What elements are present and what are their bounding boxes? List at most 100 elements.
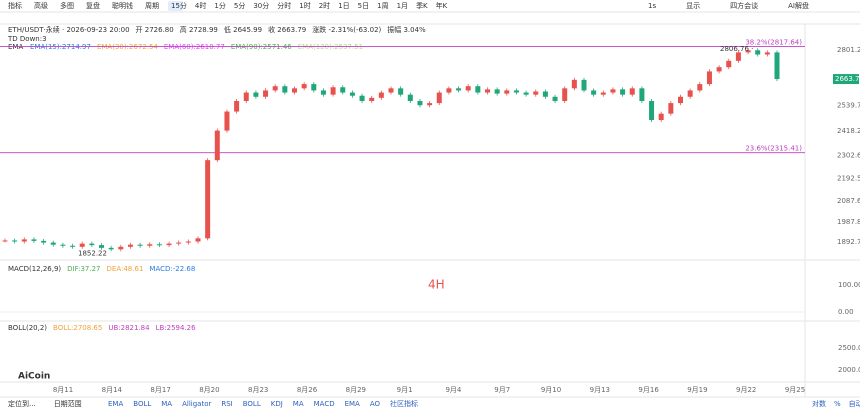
ema-value: EMA(90):2571.46 [231, 43, 292, 51]
macd-value: MACD:-22.68 [149, 265, 195, 273]
boll-value: BOLL:2708.65 [53, 324, 102, 332]
candle [378, 92, 384, 98]
candle [12, 240, 18, 242]
candle [137, 244, 143, 246]
period-button[interactable]: 1分 [214, 1, 225, 10]
candle [214, 130, 220, 161]
candle [523, 92, 529, 95]
candle [610, 89, 616, 93]
indicator-tab[interactable]: BOLL [243, 400, 261, 408]
period-button[interactable]: 15分 [171, 1, 187, 10]
y-tick-label: 1892.78 [837, 238, 860, 246]
indicator-tab[interactable]: KDJ [271, 400, 283, 408]
toolbar-button[interactable]: 多图 [60, 1, 74, 10]
fib-label: 23.6%(2315.41) [745, 145, 802, 153]
toolbar-button[interactable]: 指标 [8, 1, 22, 10]
candle [272, 86, 278, 91]
candle [764, 52, 770, 55]
period-button[interactable]: 30分 [253, 1, 269, 10]
toolbar-button[interactable]: 高级 [34, 1, 48, 10]
indicator-tab[interactable]: MACD [314, 400, 335, 408]
candle [195, 238, 201, 242]
x-tick-label: 9月19 [687, 386, 707, 394]
ema-value: EMA(60):2610.77 [164, 43, 225, 51]
candle [118, 246, 124, 250]
toolbar-button[interactable]: 周期 [145, 2, 159, 10]
candle [620, 89, 626, 95]
indicator-tab[interactable]: RSI [221, 400, 232, 408]
boll-value: LB:2594.26 [156, 324, 197, 332]
info-text: 开 2726.80 [136, 26, 174, 34]
candle [253, 92, 259, 97]
bottom-button[interactable]: 定位到... [8, 399, 36, 408]
x-tick-label: 9月25 [785, 386, 805, 394]
info-text: 收 2663.79 [268, 25, 306, 34]
ema-value: EMA(15):2714.97 [30, 43, 91, 51]
candle [542, 91, 548, 97]
period-button[interactable]: 年K [436, 1, 448, 10]
candle [678, 96, 683, 104]
candle [465, 86, 471, 91]
boll-value: UB:2821.84 [108, 324, 150, 332]
bottom-button[interactable]: % [834, 400, 841, 408]
candle [562, 88, 568, 101]
indicator-tab[interactable]: Alligator [182, 400, 211, 408]
y-tick-label: 2539.75 [837, 101, 860, 109]
candle [639, 88, 645, 101]
candle [147, 244, 153, 246]
indicator-tab[interactable]: EMA [108, 400, 123, 408]
candle [263, 90, 269, 97]
indicator-tab[interactable]: MA [161, 400, 172, 408]
indicator-tab[interactable]: EMA [345, 400, 360, 408]
toolbar-button[interactable]: 聪明钱 [112, 1, 133, 10]
period-button[interactable]: 1月 [397, 2, 408, 10]
bottom-button[interactable]: 日期范围 [54, 399, 82, 408]
indicator-tab[interactable]: AO [370, 400, 381, 408]
y-tick-label: 2418.29 [837, 127, 860, 135]
bottom-button[interactable]: 自动 [849, 399, 860, 408]
period-button[interactable]: 分时 [277, 1, 291, 10]
candle [340, 87, 346, 93]
period-button[interactable]: 1周 [377, 2, 388, 10]
x-tick-label: 9月4 [445, 386, 461, 394]
x-tick-label: 8月14 [102, 386, 123, 394]
period-button[interactable]: 1时 [299, 1, 310, 10]
toolbar-button[interactable]: 四方会谈 [730, 1, 758, 10]
candle [706, 71, 712, 85]
price-annotation: 2806.76 · [720, 45, 753, 53]
period-button[interactable]: 5日 [358, 2, 369, 10]
candle [234, 100, 240, 112]
candle [533, 91, 539, 95]
macd-tick: 100.00 [838, 281, 860, 289]
y-tick-label: 2663.79 [835, 75, 860, 83]
candle [79, 243, 85, 247]
bottom-button[interactable]: 对数 [812, 399, 826, 408]
period-button[interactable]: 季K [416, 1, 428, 10]
candle [755, 50, 761, 55]
candle [456, 88, 462, 91]
x-tick-label: 8月29 [346, 386, 366, 394]
ema-value: EMA(120):2537.51 [298, 43, 363, 51]
toolbar-button[interactable]: 复盘 [86, 1, 100, 10]
period-button[interactable]: 2时 [319, 1, 330, 10]
last-price-box [833, 74, 859, 85]
ema-name: EMA [8, 43, 23, 51]
candle [330, 87, 336, 95]
candle [99, 245, 104, 248]
toolbar-button[interactable]: 显示 [686, 2, 700, 10]
toolbar-button[interactable]: 1s [648, 2, 656, 10]
indicator-tab[interactable]: MA [293, 400, 304, 408]
indicator-tab[interactable]: 社区指标 [390, 399, 418, 408]
candle [70, 245, 76, 247]
candle [398, 88, 404, 95]
price-annotation: 1852.22 [78, 250, 107, 258]
period-button[interactable]: 5分 [234, 1, 245, 10]
period-button[interactable]: 4时 [195, 1, 206, 10]
candle [50, 242, 56, 245]
indicator-tab[interactable]: BOLL [133, 400, 151, 408]
period-button[interactable]: 1日 [338, 2, 349, 10]
toolbar-button[interactable]: AI解盘 [788, 1, 809, 10]
candle [774, 52, 780, 80]
x-tick-label: 9月22 [736, 386, 756, 394]
